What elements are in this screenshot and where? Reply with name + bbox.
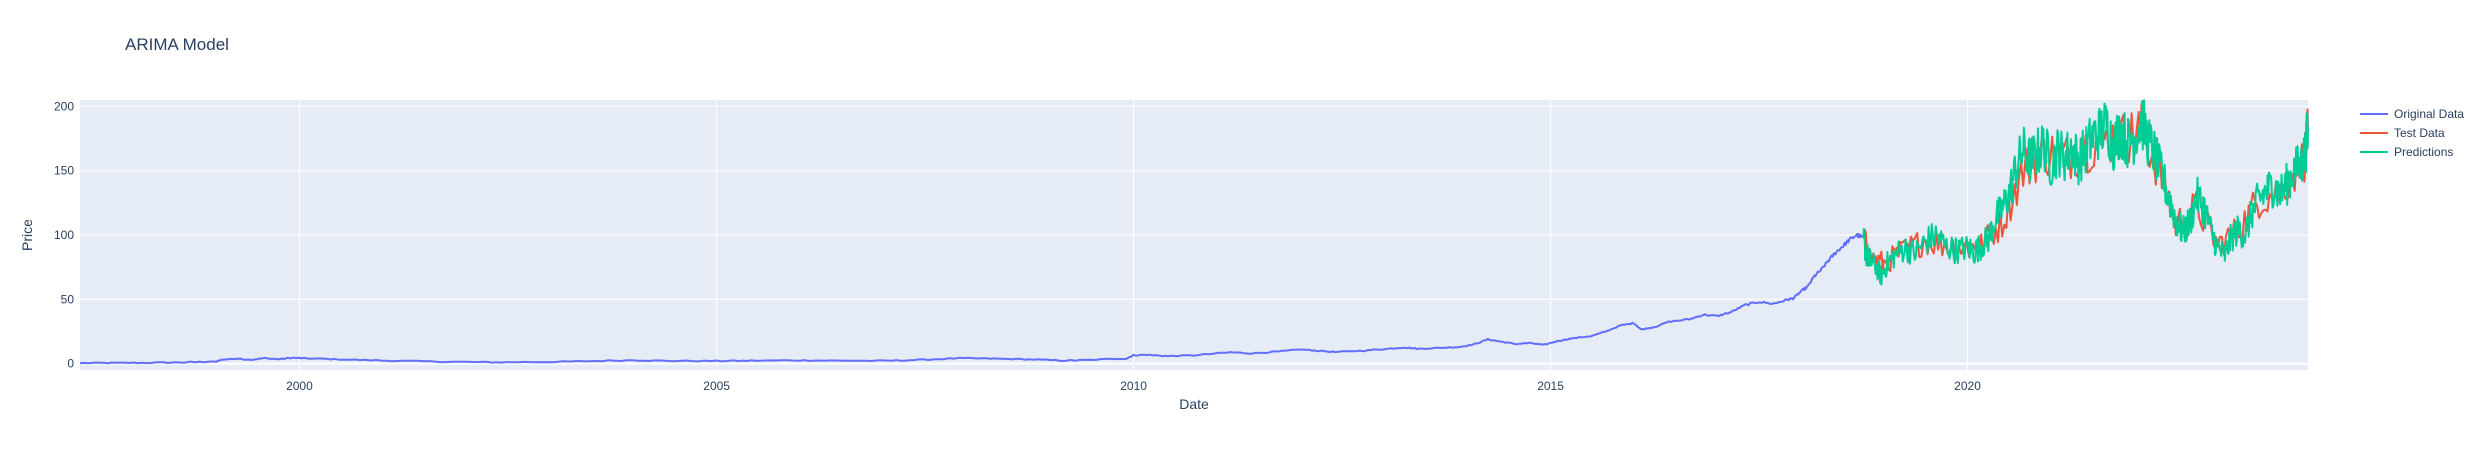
x-axis-title: Date (1179, 396, 1209, 412)
gridlines (80, 100, 2308, 370)
legend-item-test-data[interactable]: Test Data (2360, 126, 2445, 140)
y-tick-label: 100 (54, 228, 74, 242)
y-tick-labels: 0 50 100 150 200 (54, 99, 74, 370)
chart-title: ARIMA Model (125, 35, 229, 54)
legend-label: Test Data (2394, 126, 2445, 140)
x-tick-labels: 2000 2005 2010 2015 2020 (286, 379, 1981, 393)
legend-label: Predictions (2394, 145, 2453, 159)
legend: Original Data Test Data Predictions (2360, 107, 2464, 159)
series-lines (79, 99, 2309, 365)
legend-item-predictions[interactable]: Predictions (2360, 145, 2453, 159)
x-tick-label: 2000 (286, 379, 313, 393)
y-tick-label: 200 (54, 99, 74, 113)
legend-item-original-data[interactable]: Original Data (2360, 107, 2464, 121)
series-line-original-data (79, 232, 1864, 365)
y-tick-label: 150 (54, 164, 74, 178)
y-tick-label: 0 (67, 357, 74, 371)
x-tick-label: 2010 (1120, 379, 1147, 393)
y-tick-label: 50 (61, 292, 75, 306)
series-line-predictions (1862, 99, 2309, 286)
x-tick-label: 2015 (1537, 379, 1564, 393)
legend-label: Original Data (2394, 107, 2464, 121)
y-axis-title: Price (19, 219, 35, 251)
x-tick-label: 2005 (703, 379, 730, 393)
x-tick-label: 2020 (1954, 379, 1981, 393)
